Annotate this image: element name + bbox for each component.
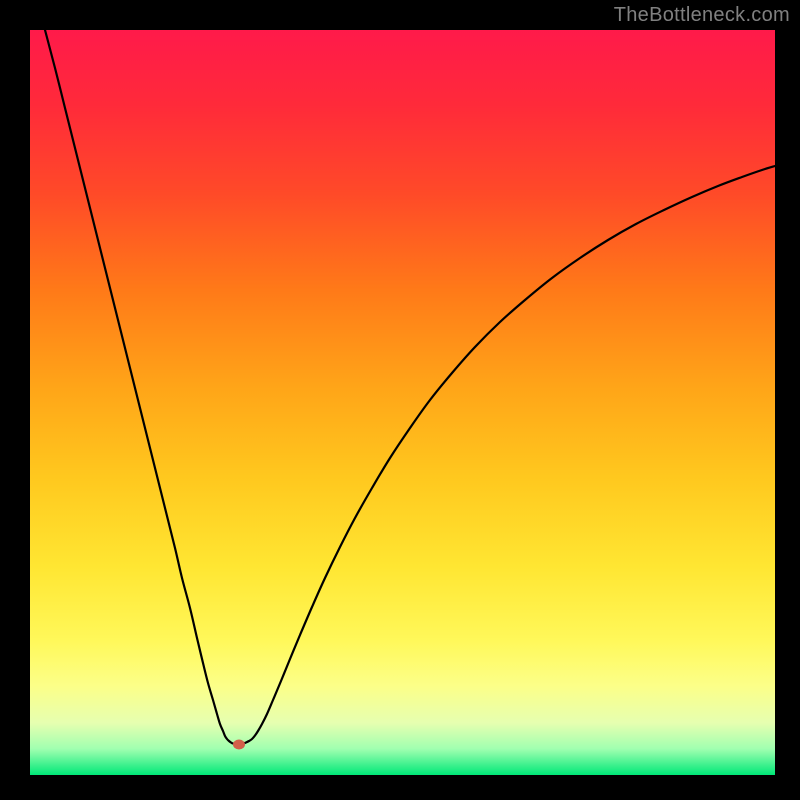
frame-left <box>0 0 30 800</box>
plot-area <box>30 30 775 775</box>
bottleneck-curve <box>37 30 775 744</box>
frame-bottom <box>0 775 800 800</box>
frame-right <box>775 0 800 800</box>
bottleneck-curve-svg <box>30 30 775 775</box>
optimal-point-marker <box>233 740 245 750</box>
watermark-text: TheBottleneck.com <box>614 4 790 27</box>
